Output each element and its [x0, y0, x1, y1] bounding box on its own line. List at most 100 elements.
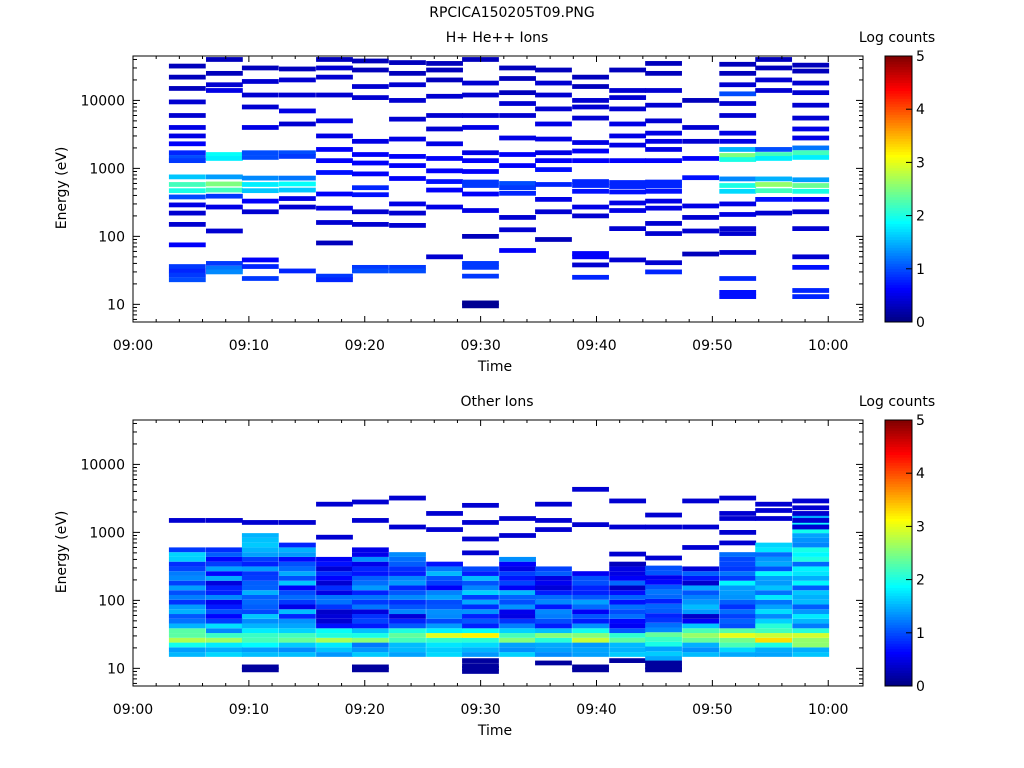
heatmap-cell	[462, 536, 499, 542]
heatmap-cell	[462, 92, 499, 98]
colorbar-segment	[885, 667, 912, 671]
heatmap-cell	[535, 647, 572, 653]
heatmap-cell	[645, 641, 682, 647]
colorbar-segment	[885, 295, 912, 299]
heatmap-cell	[462, 273, 499, 279]
heatmap-cell	[609, 498, 647, 504]
heatmap-cell	[645, 603, 682, 609]
heatmap-cell	[682, 98, 720, 103]
heatmap-cell	[279, 637, 316, 643]
heatmap-cell	[682, 585, 720, 591]
heatmap-cell	[645, 579, 682, 585]
heatmap-cell	[168, 268, 206, 274]
x-tick-label: 09:00	[113, 338, 153, 354]
heatmap-cell	[499, 604, 536, 610]
heatmap-cell	[755, 501, 793, 507]
heatmap-cell	[352, 664, 389, 670]
heatmap-cell	[241, 667, 279, 673]
x-tick-label: 09:30	[460, 702, 500, 718]
heatmap-cell	[168, 113, 206, 118]
heatmap-cell	[572, 251, 609, 256]
heatmap-cell	[241, 537, 279, 543]
heatmap-cell	[279, 647, 316, 653]
heatmap-cell	[316, 647, 353, 653]
heatmap-cell	[792, 628, 830, 634]
heatmap-cell	[535, 633, 572, 638]
heatmap-cell	[316, 575, 353, 581]
heatmap-cell	[168, 575, 206, 581]
colorbar-segment	[885, 101, 912, 105]
heatmap-cell	[645, 637, 682, 642]
colorbar-segment	[885, 79, 912, 83]
heatmap-cell	[316, 599, 353, 605]
heatmap-cell	[535, 571, 572, 576]
heatmap-cell	[426, 599, 463, 605]
heatmap-cell	[279, 187, 316, 193]
heatmap-cell	[389, 652, 426, 657]
heatmap-cell	[279, 585, 316, 591]
colorbar-segment	[885, 284, 912, 288]
colorbar-segment	[885, 218, 912, 222]
heatmap-cell	[792, 145, 830, 151]
heatmap-cell	[168, 242, 206, 248]
heatmap-cell	[389, 585, 426, 591]
heatmap-cell	[241, 79, 279, 84]
heatmap-cell	[389, 495, 426, 501]
colorbar-segment	[885, 191, 912, 195]
heatmap-cell	[426, 141, 463, 147]
heatmap-cell	[792, 126, 830, 132]
heatmap-cell	[572, 179, 609, 184]
heatmap-cell	[792, 80, 830, 86]
heatmap-cell	[168, 547, 206, 553]
heatmap-cell	[572, 188, 609, 194]
heatmap-cell	[499, 561, 536, 567]
heatmap-cell	[462, 594, 499, 600]
heatmap-cell	[755, 585, 793, 591]
heatmap-cell	[426, 561, 463, 567]
heatmap-cell	[499, 566, 536, 572]
heatmap-cell	[645, 584, 682, 590]
heatmap-cell	[792, 647, 830, 653]
heatmap-cell	[389, 223, 426, 228]
colorbar-segment	[885, 138, 912, 142]
heatmap-cell	[572, 585, 609, 591]
heatmap-cell	[241, 566, 279, 572]
heatmap-cell	[792, 177, 830, 183]
colorbar-segment	[885, 194, 912, 198]
heatmap-cell	[719, 609, 757, 615]
heatmap-cell	[609, 580, 647, 586]
heatmap-cell	[462, 550, 499, 556]
colorbar-segment	[885, 425, 912, 429]
colorbar-segment	[885, 173, 912, 177]
heatmap-cell	[572, 664, 609, 670]
heatmap-cell	[499, 594, 536, 600]
heatmap-cell	[755, 182, 793, 187]
colorbar-segment	[885, 154, 912, 158]
colorbar-segment	[885, 74, 912, 78]
heatmap-cell	[352, 585, 389, 591]
heatmap-cell	[499, 227, 536, 233]
heatmap-cell	[792, 68, 830, 74]
heatmap-cell	[241, 652, 279, 657]
heatmap-cell	[241, 533, 279, 538]
heatmap-cell	[792, 533, 830, 538]
colorbar-segment	[885, 223, 912, 227]
heatmap-cell	[792, 264, 830, 270]
heatmap-cell	[352, 264, 389, 270]
x-tick-label: 09:40	[576, 338, 616, 354]
colorbar-segment	[885, 82, 912, 86]
colorbar-segment	[885, 486, 912, 490]
heatmap-cell	[755, 609, 793, 615]
heatmap-cell	[462, 208, 499, 213]
colorbar-segment	[885, 467, 912, 471]
heatmap-cell	[499, 556, 536, 562]
heatmap-cell	[792, 585, 830, 591]
heatmap-cell	[645, 102, 682, 108]
colorbar-tick-label: 4	[916, 466, 925, 482]
heatmap-cell	[389, 642, 426, 648]
colorbar-segment	[885, 454, 912, 458]
heatmap-cell	[316, 637, 353, 643]
heatmap-cell	[241, 604, 279, 610]
heatmap-cell	[792, 609, 830, 615]
figure-title: RPCICA150205T09.PNG	[429, 5, 595, 21]
